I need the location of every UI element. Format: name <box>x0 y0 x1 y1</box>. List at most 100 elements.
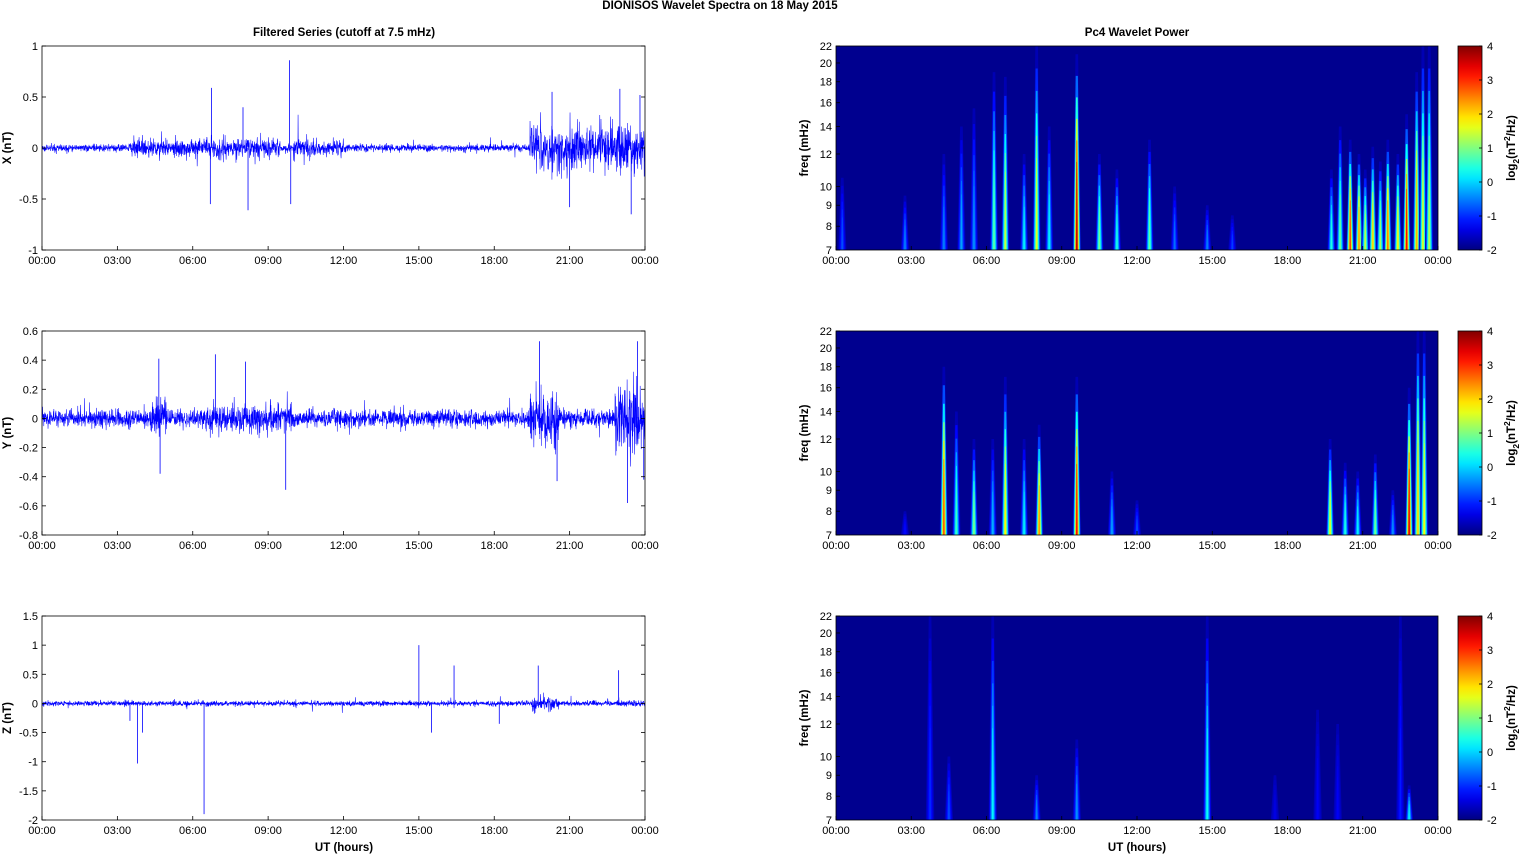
power-burst <box>1072 739 1082 820</box>
y-tick-label: 16 <box>820 383 832 395</box>
x-tick-label: 09:00 <box>1048 825 1076 837</box>
y-tick-label: 14 <box>820 407 832 419</box>
power-burst <box>1019 153 1029 250</box>
power-burst <box>969 438 979 535</box>
colorbar-label-part: 2 <box>1511 729 1521 734</box>
y-tick-label: 9 <box>826 485 832 497</box>
y-tick-label: -1 <box>28 245 38 257</box>
burst-layer <box>1148 200 1151 250</box>
y-tick-label: 20 <box>820 628 832 640</box>
y-axis-label: freq (mHz) <box>799 689 811 746</box>
x-tick-label: 03:00 <box>104 255 132 267</box>
x-tick-label: 15:00 <box>405 255 433 267</box>
power-burst <box>1327 169 1336 250</box>
y-tick-label: -0.5 <box>19 194 38 206</box>
y-tick-label: 9 <box>826 770 832 782</box>
right-column-title: Pc4 Wavelet Power <box>1085 27 1190 39</box>
power-burst <box>1112 169 1122 250</box>
x-tick-label: 00:00 <box>28 825 56 837</box>
colorbar-tick-label: 1 <box>1487 428 1493 440</box>
x-tick-label: 21:00 <box>1349 255 1377 267</box>
power-burst <box>1095 153 1104 250</box>
power-burst <box>1393 153 1403 250</box>
figure-suptitle: DIONISOS Wavelet Spectra on 18 May 2015 <box>602 0 838 12</box>
y-tick-label: 20 <box>820 343 832 355</box>
x-tick-label: 03:00 <box>897 255 925 267</box>
x-tick-label: 21:00 <box>556 825 584 837</box>
x-tick-label: 06:00 <box>179 540 207 552</box>
plot-frame <box>41 615 646 821</box>
power-burst <box>1402 114 1411 250</box>
burst-layer <box>973 186 975 250</box>
y-tick-label: -0.5 <box>19 728 38 740</box>
y-tick-label: -0.4 <box>19 472 38 484</box>
power-burst <box>939 366 949 535</box>
y-tick-label: 18 <box>820 77 832 89</box>
trace-line <box>42 112 645 180</box>
right-xlabel: UT (hours) <box>1108 842 1166 854</box>
power-burst <box>925 616 935 820</box>
x-tick-label: 06:00 <box>179 255 207 267</box>
x-tick-label: 15:00 <box>1198 255 1226 267</box>
burst-layer <box>1358 206 1360 250</box>
burst-layer <box>1364 213 1367 250</box>
power-burst <box>1340 462 1350 535</box>
burst-layer <box>1336 776 1339 820</box>
burst-layer <box>973 491 975 535</box>
power-burst <box>1313 709 1322 820</box>
colorbar-tick-label: 2 <box>1487 679 1493 691</box>
colorbar-tick-label: 0 <box>1487 747 1493 759</box>
y-tick-label: 0.2 <box>23 384 38 396</box>
x-tick-label: 15:00 <box>405 540 433 552</box>
x-tick-label: 18:00 <box>1274 255 1302 267</box>
left-column-title: Filtered Series (cutoff at 7.5 mHz) <box>253 27 435 39</box>
colorbar <box>1457 615 1483 821</box>
burst-layer <box>1231 234 1234 250</box>
power-burst <box>1032 46 1041 250</box>
power-burst <box>1419 331 1429 535</box>
colorbar-label-part: 2 <box>1502 136 1512 141</box>
y-tick-label: 12 <box>820 719 832 731</box>
y-tick-label: 0 <box>32 698 38 710</box>
power-burst <box>1345 139 1355 250</box>
burst-layer <box>943 459 945 535</box>
x-tick-label: 00:00 <box>1424 540 1452 552</box>
burst-layer <box>1408 468 1410 535</box>
x-tick-label: 12:00 <box>1123 825 1151 837</box>
y-tick-label: 18 <box>820 647 832 659</box>
y-tick-label: 22 <box>820 326 832 338</box>
burst-layer <box>960 194 963 250</box>
trace-line <box>42 692 645 714</box>
power-burst <box>1335 126 1345 250</box>
colorbar-label-part: log <box>1506 734 1518 751</box>
burst-layer <box>1038 485 1040 535</box>
series-panel-y: -0.8 -0.6 -0.4 -0.2 0 0.2 0.4 0.6 00:00 03:00 06:0… <box>2 326 659 552</box>
x-tick-label: 00:00 <box>631 540 659 552</box>
burst-layer <box>955 479 958 535</box>
x-tick-label: 00:00 <box>822 825 850 837</box>
burst-layer <box>1349 200 1351 250</box>
burst-layer <box>1428 158 1431 250</box>
burst-layer <box>993 169 995 250</box>
x-tick-label: 15:00 <box>1198 825 1226 837</box>
burst-layer <box>1316 770 1319 820</box>
y-tick-label: 1 <box>32 41 38 53</box>
burst-layer <box>1076 783 1078 820</box>
burst-layer <box>1387 200 1389 250</box>
burst-layer <box>1392 514 1394 535</box>
y-axis-label: Y (nT) <box>2 417 14 450</box>
burst-layer <box>1274 799 1276 820</box>
burst-layer <box>1023 491 1025 535</box>
colorbar-tick-label: -1 <box>1487 496 1497 508</box>
burst-layer <box>1417 443 1419 535</box>
burst-layer <box>1423 443 1425 535</box>
power-burst <box>1371 454 1380 535</box>
colorbar-label-part: (nT <box>1506 141 1518 159</box>
burst-layer <box>1035 799 1038 820</box>
colorbar-label-part: log <box>1506 449 1518 466</box>
x-tick-label: 00:00 <box>822 255 850 267</box>
